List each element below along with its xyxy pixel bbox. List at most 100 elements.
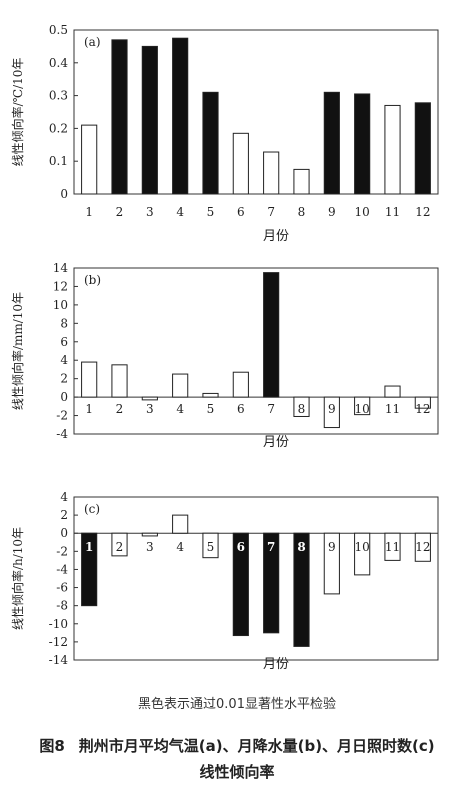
bar (384, 385, 401, 398)
x-tick-label: 2 (116, 402, 124, 416)
bar (293, 168, 310, 195)
panel-label: (b) (84, 273, 101, 287)
x-tick-label: 5 (207, 540, 215, 554)
x-tick-label: 1 (85, 205, 93, 219)
y-tick-label: -14 (49, 653, 69, 667)
y-tick-label: -4 (56, 562, 68, 576)
x-tick-label: 7 (267, 540, 275, 554)
bar (323, 532, 340, 595)
bar (263, 532, 280, 634)
y-tick-label: 0 (60, 526, 68, 540)
y-tick-label: -4 (56, 427, 68, 441)
x-tick-label: 5 (207, 402, 215, 416)
bar (172, 373, 189, 398)
x-tick-label: 4 (176, 205, 184, 219)
y-tick-label: 0.3 (49, 89, 68, 103)
x-tick-label: 11 (385, 540, 400, 554)
y-tick-label: -2 (56, 544, 68, 558)
bar (141, 532, 158, 537)
y-tick-label: 0.4 (49, 56, 68, 70)
y-tick-label: -6 (56, 581, 68, 595)
y-tick-label: 6 (60, 335, 68, 349)
x-tick-label: 3 (146, 540, 154, 554)
x-axis-title: 月份 (263, 435, 289, 450)
x-tick-label: 10 (355, 205, 370, 219)
y-tick-label: -10 (49, 617, 68, 631)
bar (172, 514, 189, 534)
bar (293, 532, 310, 647)
bar (81, 532, 98, 607)
x-tick-label: 9 (328, 402, 336, 416)
y-tick-label: 8 (60, 316, 68, 330)
y-tick-label: 0.2 (49, 121, 68, 135)
x-tick-label: 7 (267, 205, 275, 219)
x-tick-label: 3 (146, 205, 154, 219)
y-axis-title: 线性倾向率/mm/10年 (10, 292, 25, 410)
y-tick-label: 0 (60, 187, 68, 201)
x-axis-title: 月份 (263, 229, 289, 244)
bar (141, 45, 158, 195)
bar (354, 93, 371, 195)
x-tick-label: 5 (207, 205, 215, 219)
caption-title: 荆州市月平均气温(a)、月降水量(b)、月日照时数(c) (78, 737, 435, 755)
bar (232, 132, 249, 195)
bar (354, 396, 371, 416)
y-tick-label: -12 (49, 635, 68, 649)
plot-frame (73, 496, 439, 661)
x-tick-label: 9 (328, 540, 336, 554)
bar (202, 91, 219, 195)
figure-number: 图8 (39, 737, 65, 755)
x-tick-label: 6 (237, 402, 245, 416)
y-axis-title: 线性倾向率/h/10年 (10, 527, 25, 630)
x-tick-label: 8 (298, 402, 306, 416)
bar (293, 396, 310, 417)
bar (414, 102, 431, 195)
x-axis-title: 月份 (263, 657, 289, 672)
x-tick-label: 11 (385, 402, 400, 416)
bar (111, 532, 128, 557)
x-tick-label: 7 (267, 402, 275, 416)
x-tick-label: 8 (297, 540, 305, 554)
bar (354, 532, 371, 576)
bar (111, 364, 128, 398)
bar (384, 532, 401, 561)
bar (232, 371, 249, 398)
plot-frame (73, 29, 439, 195)
figure-caption: 图8 荆州市月平均气温(a)、月降水量(b)、月日照时数(c) 线性倾向率 (0, 733, 474, 785)
y-tick-label: 4 (60, 353, 68, 367)
bar (141, 396, 158, 401)
y-tick-label: -2 (56, 409, 68, 423)
y-axis-title: 线性倾向率/℃/10年 (10, 58, 25, 167)
y-tick-label: 0.5 (49, 23, 68, 37)
bar (323, 396, 340, 429)
x-tick-label: 12 (415, 540, 430, 554)
x-tick-label: 6 (237, 540, 245, 554)
x-tick-label: 10 (355, 402, 370, 416)
y-tick-label: 2 (60, 372, 68, 386)
bar (263, 272, 280, 398)
caption-line-2: 线性倾向率 (199, 763, 275, 781)
x-tick-label: 10 (355, 540, 370, 554)
bar (202, 392, 219, 398)
bar (384, 104, 401, 195)
x-tick-label: 4 (176, 540, 184, 554)
x-tick-label: 8 (298, 205, 306, 219)
x-tick-label: 1 (85, 402, 93, 416)
plot-frame (73, 267, 439, 435)
x-tick-label: 1 (85, 540, 93, 554)
bar (414, 532, 431, 562)
panel-a-temperature: 00.10.20.30.40.51 2 3 4 5 6 7 8 9 10 11 12(a)线性倾向率/… (10, 23, 439, 244)
y-tick-label: 0 (60, 390, 68, 404)
bar (323, 91, 340, 195)
x-tick-label: 2 (116, 540, 124, 554)
bar (414, 396, 431, 409)
caption-line-1: 图8 荆州市月平均气温(a)、月降水量(b)、月日照时数(c) (0, 733, 474, 759)
x-tick-label: 12 (415, 402, 430, 416)
y-tick-label: 0.1 (49, 154, 68, 168)
x-tick-label: 3 (146, 402, 154, 416)
bar (172, 37, 189, 195)
x-tick-label: 9 (328, 205, 336, 219)
bar (81, 124, 98, 195)
x-tick-label: 4 (176, 402, 184, 416)
